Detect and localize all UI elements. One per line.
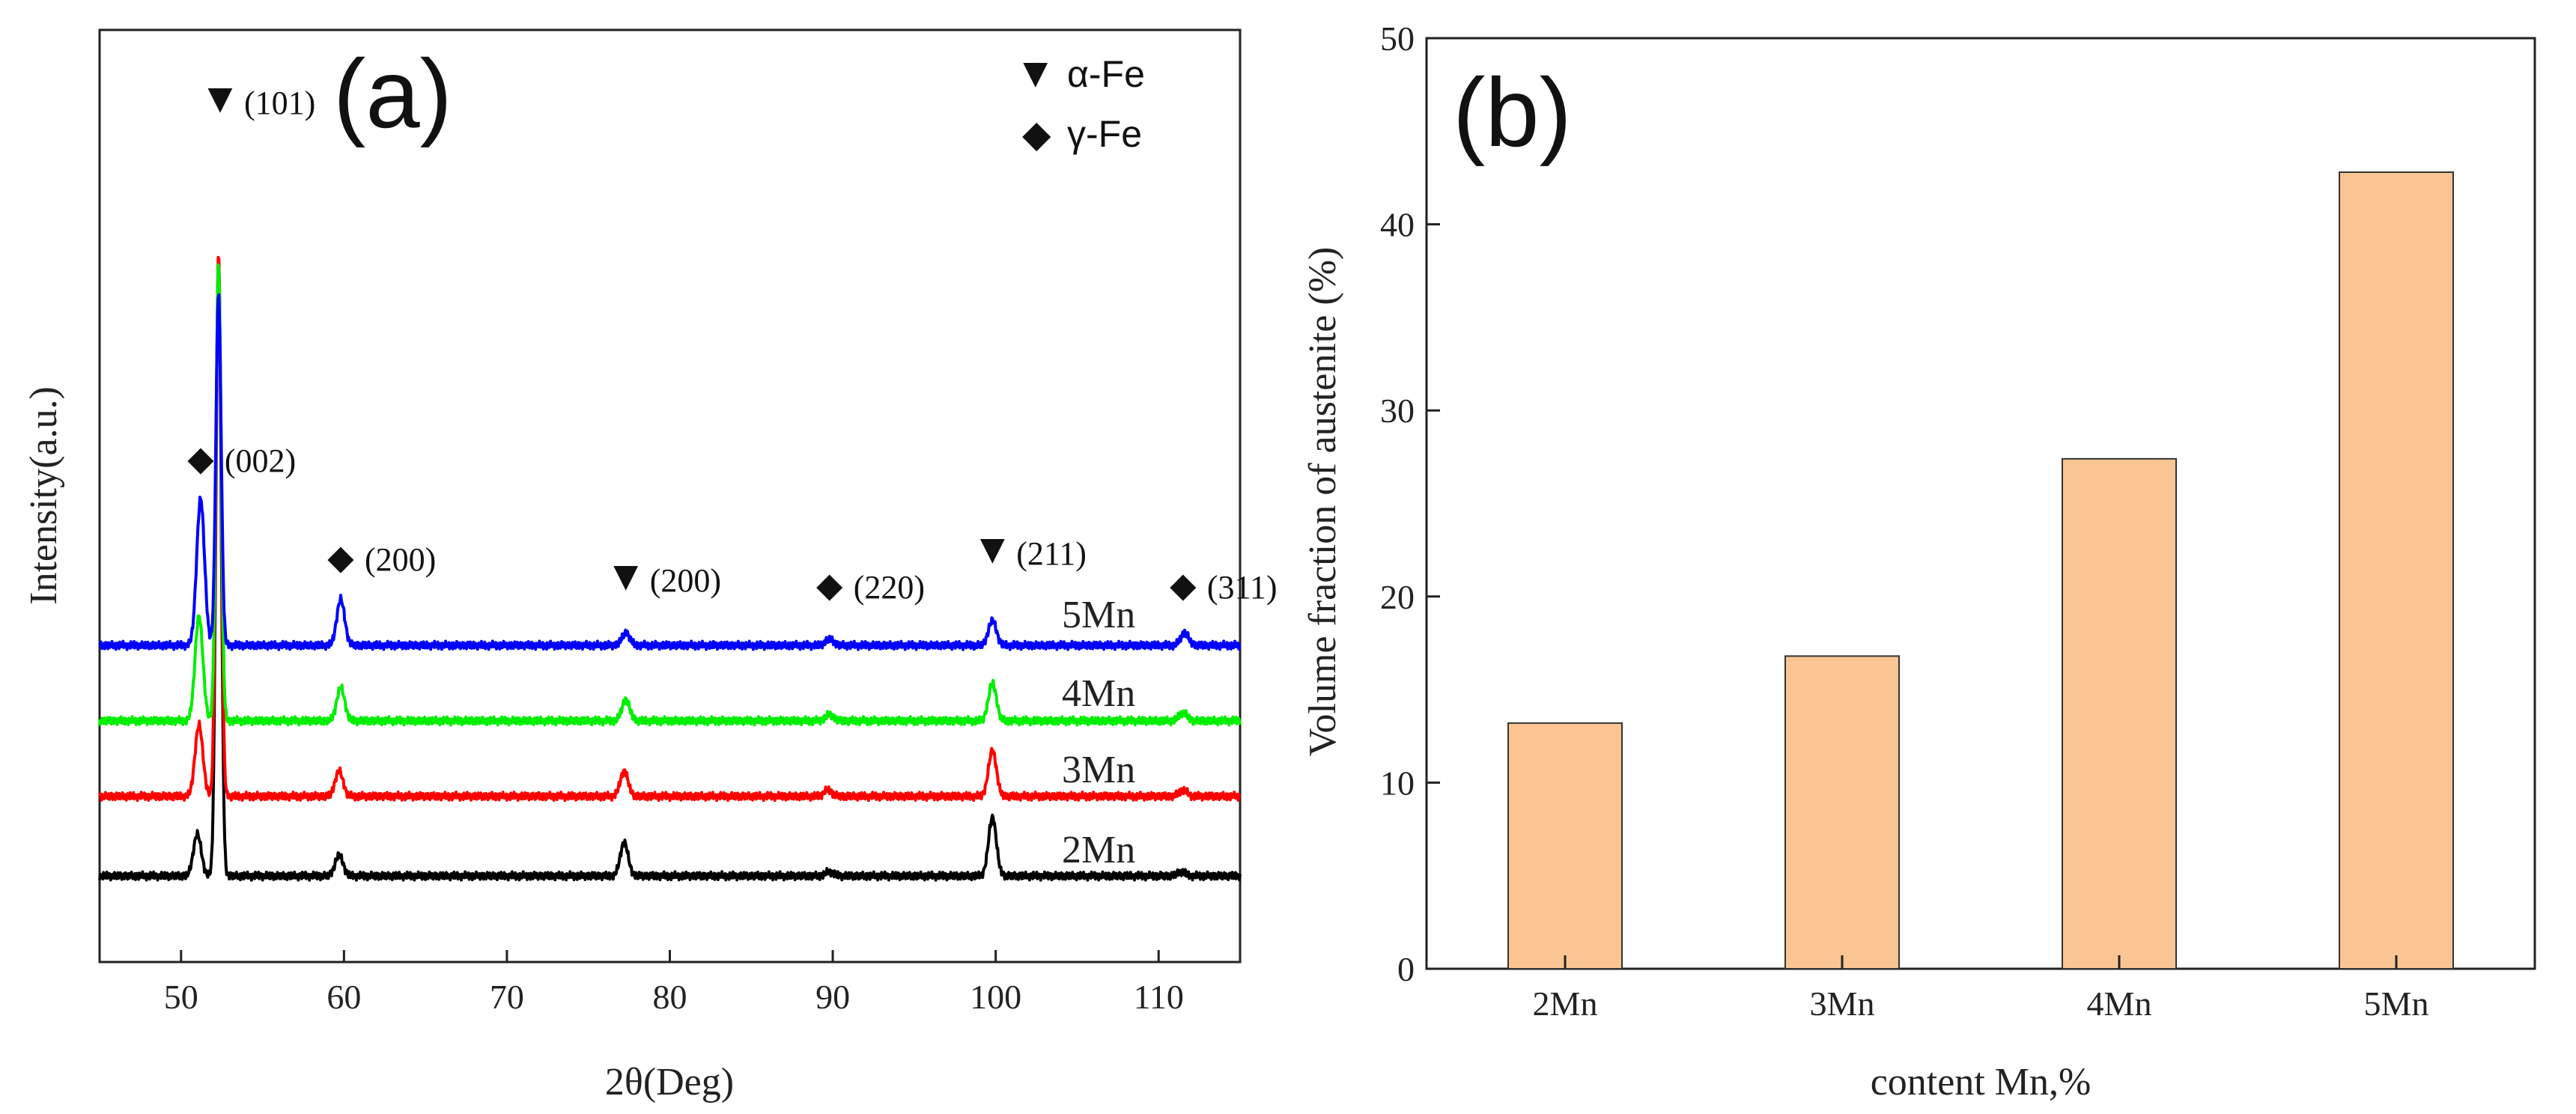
panel-b-ytick-label: 40 bbox=[1380, 206, 1415, 244]
panel-a-plot-frame bbox=[98, 28, 1242, 964]
panel-b: 0 10 20 30 40 50 2Mn 3Mn 4Mn 5Mn (b) content Mn,… bbox=[1301, 19, 2536, 1104]
peak-marker-2: ◆ bbox=[327, 538, 354, 576]
panel-a-xtick-label: 60 bbox=[326, 978, 361, 1016]
panel-a-series-labels: 5Mn 4Mn 3Mn 2Mn bbox=[1062, 594, 1135, 871]
panel-a-x-axis: 50 60 70 80 90 100 110 bbox=[164, 950, 1184, 1016]
panel-b-x-axis: 2Mn 3Mn 4Mn 5Mn bbox=[1533, 955, 2429, 1023]
peak-label-4: (220) bbox=[854, 569, 925, 606]
bar-4Mn bbox=[2062, 457, 2177, 970]
panel-b-ytick-label: 50 bbox=[1380, 19, 1415, 58]
series-line-5Mn bbox=[98, 293, 1242, 651]
peak-marker-6: ◆ bbox=[1170, 565, 1197, 604]
panel-b-ytick-label: 20 bbox=[1380, 578, 1415, 616]
peak-label-2: (200) bbox=[365, 541, 436, 578]
panel-a-ylabel: Intensity(a.u.) bbox=[22, 386, 65, 605]
panel-b-xtick-label: 5Mn bbox=[2364, 984, 2429, 1023]
peak-marker-1: ◆ bbox=[187, 439, 214, 478]
panel-a-xtick-label: 110 bbox=[1134, 978, 1184, 1016]
legend-gamma-label: γ-Fe bbox=[1067, 113, 1142, 155]
panel-b-xtick-label: 3Mn bbox=[1810, 984, 1875, 1023]
panel-b-label: (b) bbox=[1453, 58, 1572, 167]
panel-b-xlabel: content Mn,% bbox=[1871, 1061, 2092, 1104]
panel-b-ylabel: Volume fraction of austenite (%) bbox=[1301, 247, 1344, 757]
bar-3Mn bbox=[1784, 655, 1900, 970]
series-line-4Mn bbox=[98, 263, 1242, 727]
bar-5Mn bbox=[2339, 171, 2454, 970]
panel-b-xtick-label: 2Mn bbox=[1533, 984, 1598, 1023]
legend-gamma-symbol: ◆ bbox=[1022, 113, 1051, 155]
bar-2Mn bbox=[1507, 722, 1623, 970]
panel-a-xtick-label: 70 bbox=[490, 978, 524, 1016]
panel-b-xtick-label: 4Mn bbox=[2087, 984, 2152, 1023]
peak-marker-0: ▼ bbox=[199, 74, 240, 121]
panel-a-xtick-label: 90 bbox=[815, 978, 850, 1016]
panel-a-peak-annotations: ▼ (101)◆ (002)◆ (200) ▼ (200) ◆ (220)▼ (211)◆ (31… bbox=[187, 74, 1277, 606]
panel-b-plot-frame bbox=[1425, 37, 2536, 970]
panel-b-ytick-label: 10 bbox=[1380, 764, 1415, 802]
peak-marker-4: ◆ bbox=[816, 565, 843, 604]
peak-label-5: (211) bbox=[1016, 535, 1087, 572]
panel-b-ytick-label: 30 bbox=[1380, 392, 1415, 430]
panel-b-ytick-label: 0 bbox=[1397, 950, 1415, 988]
series-label-5Mn: 5Mn bbox=[1062, 594, 1135, 636]
peak-label-6: (311) bbox=[1207, 569, 1278, 606]
panel-a-legend: ▼ α-Fe ◆ γ-Fe bbox=[1015, 49, 1145, 155]
series-label-2Mn: 2Mn bbox=[1062, 829, 1135, 871]
panel-a-xtick-label: 80 bbox=[653, 978, 687, 1016]
peak-label-3: (200) bbox=[650, 562, 721, 599]
legend-alpha-label: α-Fe bbox=[1067, 53, 1145, 95]
panel-a: 50 60 70 80 90 100 110 ▼ (101)◆ (002)◆ (200) ▼ (200… bbox=[22, 28, 1278, 1104]
series-line-3Mn bbox=[98, 255, 1242, 803]
panel-a-xtick-label: 100 bbox=[970, 978, 1021, 1016]
panel-a-xlabel: 2θ(Deg) bbox=[605, 1061, 734, 1104]
peak-label-0: (101) bbox=[244, 85, 315, 121]
panel-a-series-group bbox=[98, 255, 1242, 882]
peak-marker-5: ▼ bbox=[972, 525, 1013, 572]
legend-alpha-symbol: ▼ bbox=[1015, 49, 1056, 96]
series-label-4Mn: 4Mn bbox=[1062, 672, 1135, 715]
peak-marker-3: ▼ bbox=[605, 552, 646, 599]
peak-label-1: (002) bbox=[225, 442, 296, 479]
panel-b-y-axis: 0 10 20 30 40 50 bbox=[1380, 19, 1440, 988]
series-line-2Mn bbox=[98, 261, 1242, 882]
panel-b-bars bbox=[1507, 171, 2454, 970]
panel-a-label: (a) bbox=[333, 39, 452, 148]
panel-a-xtick-label: 50 bbox=[164, 978, 198, 1016]
series-label-3Mn: 3Mn bbox=[1062, 749, 1135, 791]
